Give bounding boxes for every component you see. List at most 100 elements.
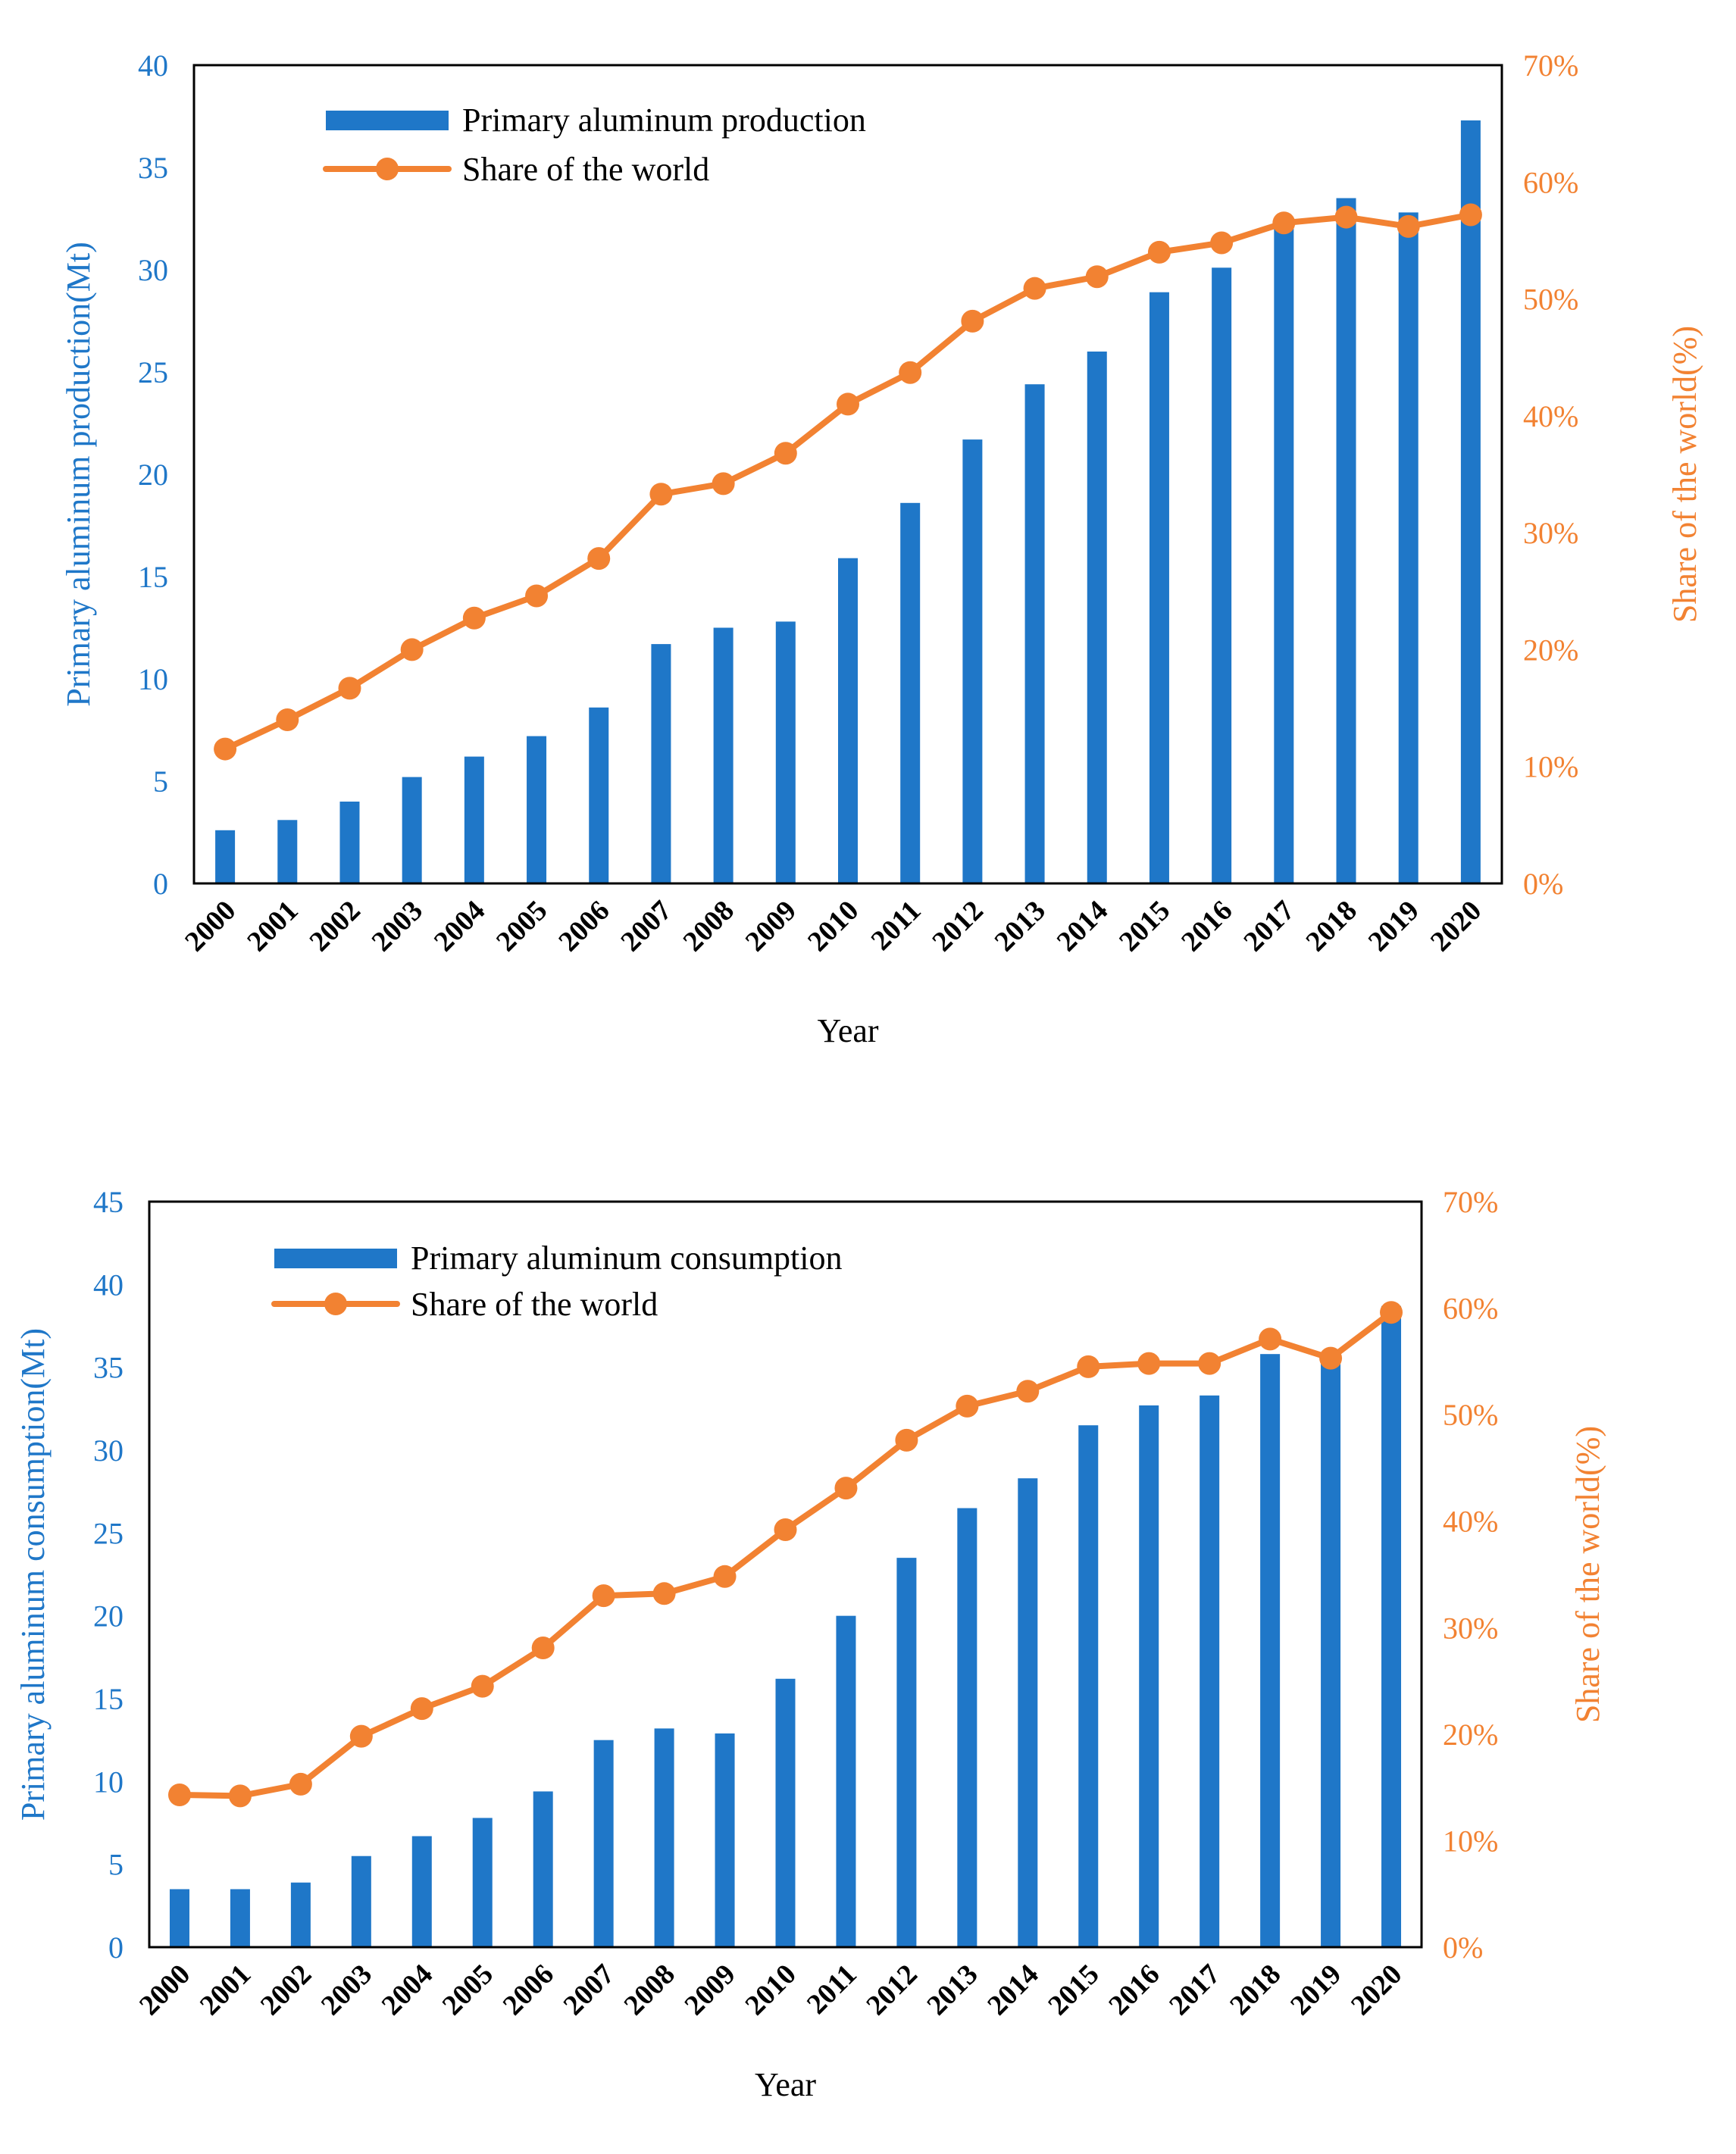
legend-bar-label: Primary aluminum production <box>462 102 866 139</box>
bar-2004 <box>411 1836 432 1947</box>
y2-tick-label: 60% <box>1443 1292 1498 1326</box>
share-point-2016 <box>1210 231 1234 255</box>
share-point-2013 <box>1023 277 1046 300</box>
y2-axis-title: Share of the world(%) <box>1569 1426 1606 1723</box>
y2-tick-label: 60% <box>1523 165 1578 199</box>
y-tick-label: 30 <box>93 1433 124 1468</box>
x-tick-label: 2006 <box>497 1959 560 2021</box>
share-point-2006 <box>587 547 611 571</box>
share-point-2009 <box>774 442 797 465</box>
share-point-2019 <box>1397 214 1420 238</box>
y2-tick-label: 70% <box>1443 1185 1498 1219</box>
x-tick-label: 2002 <box>255 1959 317 2021</box>
x-tick-label: 2014 <box>1051 895 1114 958</box>
share-point-2014 <box>1085 265 1109 289</box>
bar-2010 <box>775 1678 796 1947</box>
bar-2008 <box>654 1728 674 1947</box>
bar-2011 <box>836 1615 856 1947</box>
bar-2012 <box>962 439 983 883</box>
y-tick-label: 0 <box>153 867 168 901</box>
y2-tick-label: 10% <box>1523 750 1578 784</box>
bar-2013 <box>1024 384 1045 883</box>
bar-2007 <box>651 644 671 883</box>
y2-tick-label: 50% <box>1523 283 1578 317</box>
legend-line-label: Share of the world <box>411 1286 658 1323</box>
bar-2003 <box>402 777 422 883</box>
y2-tick-label: 30% <box>1443 1611 1498 1645</box>
bar-2018 <box>1260 1354 1281 1947</box>
y-tick-label: 45 <box>93 1185 124 1219</box>
share-point-2003 <box>349 1724 373 1748</box>
legend-bar-label: Primary aluminum consumption <box>411 1240 843 1277</box>
y-axis-title: Primary aluminum consumption(Mt) <box>14 1328 52 1821</box>
bar-2013 <box>957 1508 977 1947</box>
x-tick-label: 2005 <box>436 1959 499 2021</box>
share-point-2012 <box>961 309 984 333</box>
share-point-2006 <box>531 1636 555 1659</box>
y2-axis-title: Share of the world(%) <box>1666 326 1703 623</box>
y2-tick-label: 70% <box>1523 48 1578 83</box>
x-axis-title: Year <box>817 1012 878 1049</box>
share-point-2001 <box>276 708 299 731</box>
plot-frame <box>148 1200 1423 1949</box>
bar-2004 <box>464 756 484 883</box>
bar-2007 <box>593 1740 614 1947</box>
bar-2001 <box>277 820 298 883</box>
legend-line-marker <box>324 1293 347 1315</box>
legend-bar-swatch <box>274 1249 397 1268</box>
production-chart: 0 5 10 15 20 25 30 35 40 0% 10% 20% 30% 40% 50% 60% 70% 2… <box>60 48 1703 1049</box>
y-tick-label: 10 <box>93 1765 124 1799</box>
legend-line-marker <box>376 158 399 180</box>
y-tick-label: 40 <box>93 1268 124 1302</box>
consumption-chart: 0 5 10 15 20 25 30 35 40 45 0% 10% 20% 30% 40% 50% 60% 70… <box>14 1185 1606 2103</box>
x-tick-label: 2004 <box>376 1959 439 2021</box>
y-tick-label: 5 <box>153 764 168 799</box>
x-tick-label: 2018 <box>1224 1959 1287 2021</box>
y-tick-label: 15 <box>93 1682 124 1716</box>
x-tick-label: 2003 <box>315 1959 378 2021</box>
bar-2011 <box>900 502 921 883</box>
bar-2002 <box>290 1882 311 1947</box>
x-tick-label: 2011 <box>801 1959 863 2021</box>
legend-bar-swatch <box>326 111 449 130</box>
x-tick-label: 2001 <box>241 895 304 958</box>
bar-2009 <box>715 1733 735 1947</box>
x-tick-label: 2019 <box>1284 1959 1347 2021</box>
x-tick-label: 2017 <box>1237 895 1300 958</box>
share-point-2019 <box>1319 1346 1343 1370</box>
x-tick-label: 2012 <box>926 895 989 958</box>
x-tick-label: 2013 <box>921 1959 984 2021</box>
x-tick-label: 2009 <box>740 895 802 958</box>
share-point-2015 <box>1147 240 1171 264</box>
y-tick-label: 35 <box>138 151 168 185</box>
plot-frame <box>192 64 1503 885</box>
share-point-2009 <box>713 1565 737 1588</box>
bar-2000 <box>215 830 236 883</box>
share-point-2004 <box>462 606 486 630</box>
y2-tick-label: 30% <box>1523 516 1578 550</box>
share-point-2013 <box>956 1394 979 1418</box>
x-axis-title: Year <box>755 2066 816 2103</box>
x-tick-label: 2004 <box>428 895 491 958</box>
bar-2015 <box>1078 1425 1099 1947</box>
bar-2017 <box>1200 1395 1220 1947</box>
bar-2002 <box>339 802 360 883</box>
bar-2016 <box>1139 1405 1159 1947</box>
x-tick-label: 2020 <box>1345 1959 1408 2021</box>
share-point-2017 <box>1198 1352 1221 1375</box>
y-tick-label: 40 <box>138 48 168 83</box>
share-point-2010 <box>837 392 859 416</box>
legend-line-label: Share of the world <box>462 151 709 188</box>
x-tick-label: 2013 <box>988 895 1051 958</box>
x-tick-label: 2007 <box>615 895 677 958</box>
share-point-2020 <box>1380 1301 1403 1324</box>
x-tick-label: 2015 <box>1113 895 1176 958</box>
x-tick-label: 2016 <box>1103 1959 1165 2021</box>
share-point-2012 <box>895 1428 918 1452</box>
y-tick-label: 5 <box>108 1848 124 1882</box>
share-point-2018 <box>1259 1327 1282 1351</box>
y-tick-label: 25 <box>93 1516 124 1550</box>
share-point-2003 <box>400 638 424 661</box>
share-point-2008 <box>712 472 735 496</box>
